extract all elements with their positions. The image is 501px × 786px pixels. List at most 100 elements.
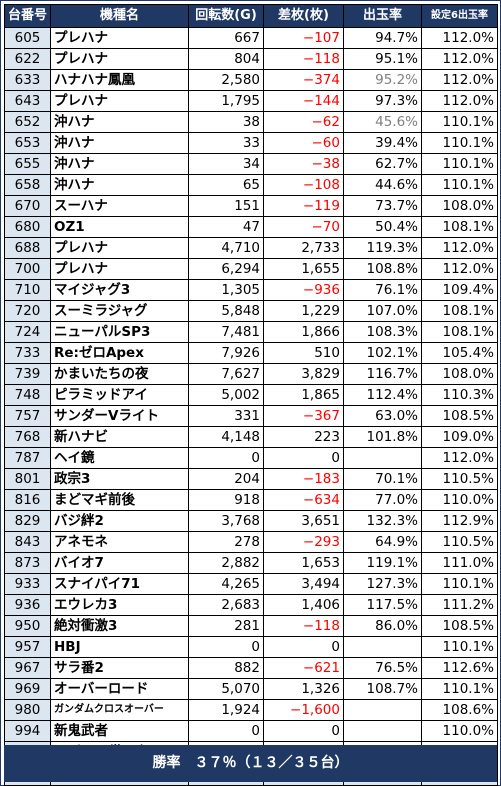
cell-machine-name: プレハナ [50, 90, 189, 112]
cell-difference: −367 [263, 405, 344, 427]
cell-machine-name: プレハナ [50, 237, 189, 259]
cell-difference: −62 [263, 111, 344, 133]
cell-spins: 281 [188, 615, 264, 637]
cell-payout-rate [343, 699, 422, 721]
cell-difference: 1,866 [263, 321, 344, 343]
cell-difference: 3,651 [263, 510, 344, 532]
cell-difference: 3,829 [263, 363, 344, 385]
cell-machine-number: 733 [4, 342, 51, 364]
cell-machine-number: 655 [4, 153, 51, 175]
cell-machine-name: Re:ゼロApex [50, 342, 189, 364]
cell-payout-rate: 119.1% [343, 552, 422, 574]
cell-spins: 5,002 [188, 384, 264, 406]
cell-machine-name: スーミラジャグ [50, 300, 189, 322]
cell-payout-rate: 127.3% [343, 573, 422, 595]
cell-machine-name: まどマギ前後 [50, 489, 189, 511]
cell-setting6-rate: 108.1% [421, 300, 498, 322]
cell-payout-rate: 44.6% [343, 174, 422, 196]
cell-difference: 0 [263, 447, 344, 469]
cell-spins: 0 [188, 636, 264, 658]
cell-difference: 223 [263, 426, 344, 448]
cell-machine-number: 994 [4, 720, 51, 742]
cell-spins: 204 [188, 468, 264, 490]
cell-payout-rate: 95.1% [343, 48, 422, 70]
cell-machine-number: 643 [4, 90, 51, 112]
cell-machine-number: 967 [4, 657, 51, 679]
cell-payout-rate: 62.7% [343, 153, 422, 175]
cell-machine-name: サンダーVライト [50, 405, 189, 427]
table-row: 720 スーミラジャグ 5,848 1,229 107.0% 108.1% [4, 300, 498, 322]
cell-machine-number: 748 [4, 384, 51, 406]
cell-spins: 4,148 [188, 426, 264, 448]
table-row: 688 プレハナ 4,710 2,733 119.3% 112.0% [4, 237, 498, 259]
table-row: 768 新ハナビ 4,148 223 101.8% 109.0% [4, 426, 498, 448]
cell-machine-name: プレハナ [50, 27, 189, 49]
cell-spins: 1,305 [188, 279, 264, 301]
cell-spins: 47 [188, 216, 264, 238]
cell-spins: 2,683 [188, 594, 264, 616]
cell-setting6-rate: 108.0% [421, 363, 498, 385]
cell-machine-name: ピラミッドアイ [50, 384, 189, 406]
cell-machine-name: エウレカ3 [50, 594, 189, 616]
cell-machine-name: 政宗3 [50, 468, 189, 490]
cell-setting6-rate: 110.0% [421, 489, 498, 511]
cell-spins: 7,926 [188, 342, 264, 364]
cell-machine-number: 680 [4, 216, 51, 238]
cell-machine-number: 700 [4, 258, 51, 280]
table-row: 710 マイジャグ3 1,305 −936 76.1% 109.4% [4, 279, 498, 301]
cell-payout-rate: 97.3% [343, 90, 422, 112]
cell-machine-name: スーハナ [50, 195, 189, 217]
cell-setting6-rate: 112.0% [421, 447, 498, 469]
cell-machine-name: プレハナ [50, 258, 189, 280]
table-row: 733 Re:ゼロApex 7,926 510 102.1% 105.4% [4, 342, 498, 364]
cell-machine-number: 816 [4, 489, 51, 511]
table-row: 933 スナイパイ71 4,265 3,494 127.3% 110.1% [4, 573, 498, 595]
table-row: 994 新鬼武者 0 0 110.0% [4, 720, 498, 742]
cell-spins: 918 [188, 489, 264, 511]
cell-machine-name: 新ハナビ [50, 426, 189, 448]
cell-setting6-rate: 112.0% [421, 237, 498, 259]
cell-machine-number: 605 [4, 27, 51, 49]
cell-machine-name: HBJ [50, 636, 189, 658]
cell-difference: −107 [263, 27, 344, 49]
cell-spins: 4,265 [188, 573, 264, 595]
header-payout-rate: 出玉率 [343, 4, 422, 28]
cell-payout-rate: 117.5% [343, 594, 422, 616]
cell-spins: 0 [188, 447, 264, 469]
header-setting6-rate: 設定6出玉率 [421, 4, 498, 28]
cell-difference: 1,229 [263, 300, 344, 322]
table-row: 936 エウレカ3 2,683 1,406 117.5% 111.2% [4, 594, 498, 616]
cell-difference: −38 [263, 153, 344, 175]
cell-spins: 2,882 [188, 552, 264, 574]
cell-difference: 1,406 [263, 594, 344, 616]
cell-spins: 882 [188, 657, 264, 679]
cell-machine-number: 843 [4, 531, 51, 553]
cell-setting6-rate: 112.0% [421, 48, 498, 70]
cell-difference: −118 [263, 48, 344, 70]
cell-machine-number: 633 [4, 69, 51, 91]
cell-difference: −936 [263, 279, 344, 301]
cell-spins: 3,768 [188, 510, 264, 532]
cell-spins: 804 [188, 48, 264, 70]
cell-spins: 7,481 [188, 321, 264, 343]
table-row: 633 ハナハナ鳳凰 2,580 −374 95.2% 112.0% [4, 69, 498, 91]
table-row: 969 オーバーロード 5,070 1,326 108.7% 110.1% [4, 678, 498, 700]
cell-machine-name: 沖ハナ [50, 174, 189, 196]
table-row: 652 沖ハナ 38 −62 45.6% 110.1% [4, 111, 498, 133]
cell-payout-rate [343, 636, 422, 658]
cell-difference: −144 [263, 90, 344, 112]
cell-setting6-rate: 111.2% [421, 594, 498, 616]
cell-setting6-rate: 109.4% [421, 279, 498, 301]
table-row: 670 スーハナ 151 −119 73.7% 108.0% [4, 195, 498, 217]
cell-machine-name: サラ番2 [50, 657, 189, 679]
cell-setting6-rate: 110.5% [421, 468, 498, 490]
cell-setting6-rate: 108.0% [421, 195, 498, 217]
cell-machine-name: 沖ハナ [50, 132, 189, 154]
cell-setting6-rate: 112.0% [421, 90, 498, 112]
cell-machine-name: バジ絆2 [50, 510, 189, 532]
cell-difference: −374 [263, 69, 344, 91]
cell-difference: −60 [263, 132, 344, 154]
cell-machine-number: 653 [4, 132, 51, 154]
table-row: 843 アネモネ 278 −293 64.9% 110.5% [4, 531, 498, 553]
header-difference: 差枚(枚) [263, 4, 344, 28]
